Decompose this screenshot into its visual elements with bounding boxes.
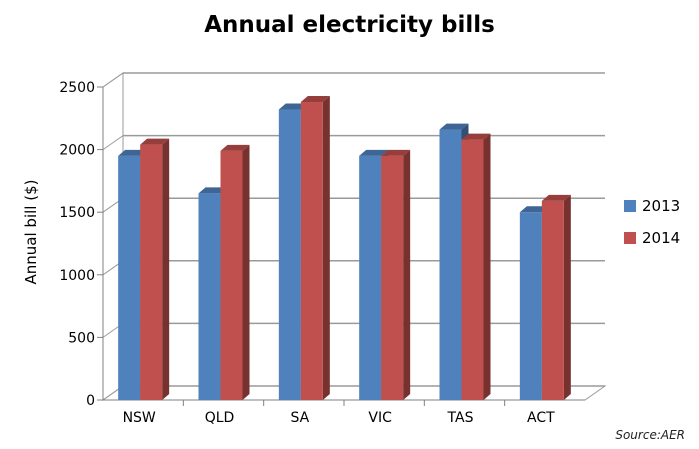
- legend: 2013 2014: [624, 195, 680, 259]
- bar-act-2014: [541, 200, 564, 400]
- bar-nsw-2014: [140, 144, 163, 400]
- y-tick-label-500: 500: [68, 330, 95, 346]
- bar-act-2013: [519, 212, 542, 400]
- x-tick-label-sa: SA: [290, 410, 309, 426]
- bar-top-qld-2013: [198, 187, 228, 194]
- bar-top-sa-2013: [278, 103, 308, 110]
- bar-qld-2014: [220, 150, 243, 400]
- bar-side-tas-2014: [483, 133, 491, 401]
- x-tick-label-qld: QLD: [205, 410, 235, 426]
- bar-side-sa-2014: [322, 96, 330, 401]
- bar-vic-2014: [381, 155, 404, 400]
- bar-tas-2013: [439, 129, 462, 400]
- bar-top-act-2014: [541, 194, 571, 201]
- y-tick-label-2500: 2500: [59, 80, 95, 96]
- bar-sa-2014: [300, 102, 323, 401]
- legend-swatch-2013: [624, 200, 636, 212]
- y-tick-label-2000: 2000: [59, 143, 95, 159]
- bar-top-vic-2013: [359, 149, 389, 156]
- bar-qld-2013: [198, 193, 221, 400]
- bar-side-qld-2014: [242, 144, 250, 400]
- bar-side-act-2014: [563, 194, 571, 400]
- bar-side-nsw-2014: [162, 138, 170, 401]
- x-tick-label-vic: VIC: [368, 410, 392, 426]
- bar-tas-2014: [461, 139, 484, 401]
- bar-top-nsw-2013: [118, 149, 148, 156]
- y-tick-label-1500: 1500: [59, 205, 95, 221]
- legend-label-2013: 2013: [642, 197, 681, 215]
- bar-top-vic-2014: [381, 149, 411, 156]
- bar-top-act-2013: [519, 206, 549, 213]
- x-tick-label-tas: TAS: [447, 410, 474, 426]
- y-tick-label-0: 0: [86, 393, 95, 409]
- bar-top-tas-2014: [461, 133, 491, 140]
- legend-label-2014: 2014: [642, 229, 681, 247]
- bar-nsw-2013: [118, 155, 141, 400]
- source-note: Source:AER: [615, 428, 685, 442]
- legend-item-2014: 2014: [624, 227, 680, 249]
- y-tick-label-1000: 1000: [59, 268, 95, 284]
- chart-title: Annual electricity bills: [204, 12, 495, 38]
- bar-sa-2013: [278, 109, 301, 400]
- bar-side-vic-2014: [403, 149, 411, 400]
- x-tick-label-act: ACT: [527, 410, 555, 426]
- gridline-side-2000: [102, 135, 124, 151]
- bar-vic-2013: [359, 155, 382, 400]
- bar-top-qld-2014: [220, 144, 250, 151]
- legend-item-2013: 2013: [624, 195, 680, 217]
- bar-top-nsw-2014: [140, 138, 170, 145]
- x-tick-label-nsw: NSW: [123, 410, 156, 426]
- bar-top-sa-2014: [300, 96, 330, 103]
- gridline-side-2500: [102, 72, 124, 88]
- legend-swatch-2014: [624, 232, 636, 244]
- bar-top-tas-2013: [439, 123, 469, 130]
